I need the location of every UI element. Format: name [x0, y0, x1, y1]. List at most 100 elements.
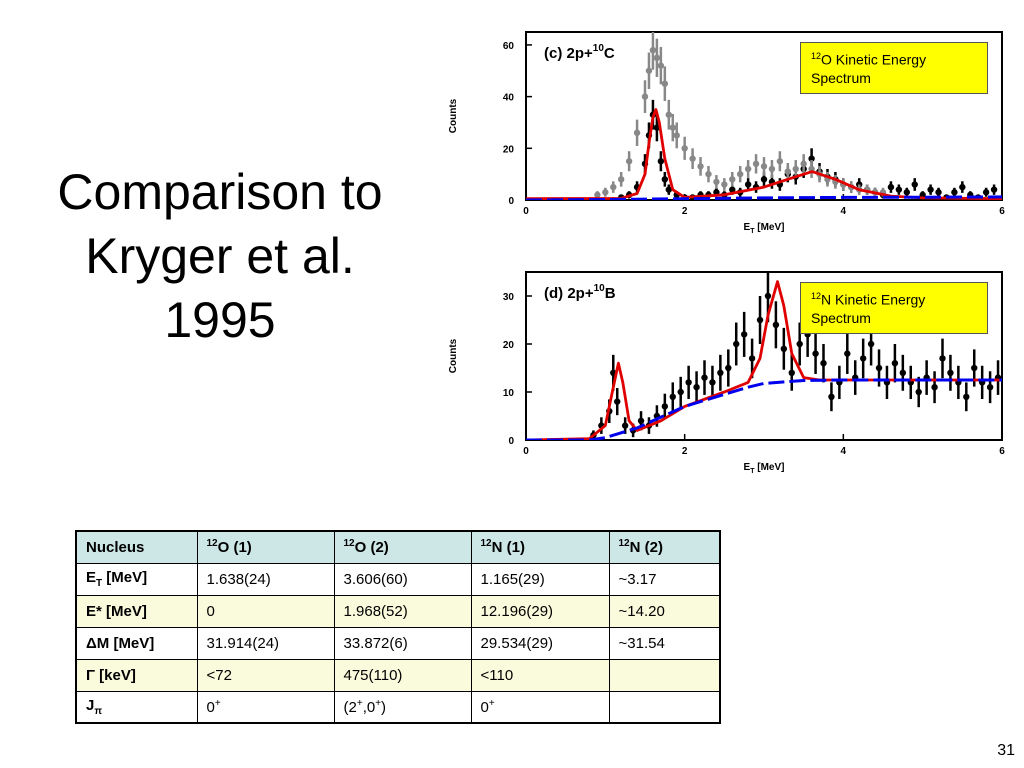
- data-point: [681, 145, 688, 152]
- table-cell: ~31.54: [608, 626, 721, 660]
- data-point: [760, 176, 768, 183]
- data-point: [661, 403, 669, 410]
- header-sup: 12: [480, 538, 492, 550]
- x-label-unit: [MeV]: [754, 222, 784, 233]
- title-line-1: Comparison to: [57, 164, 383, 220]
- data-point: [657, 62, 665, 69]
- header-text: N (2): [629, 539, 663, 557]
- table-cell: 0+: [196, 690, 335, 724]
- header-sup: 12: [343, 538, 355, 550]
- data-point: [610, 183, 617, 191]
- data-point: [625, 158, 633, 165]
- panel-label-text: (d) 2p+: [544, 285, 594, 302]
- cell-sup: +: [214, 697, 221, 709]
- row-label-text: J: [86, 696, 95, 714]
- x-label-sub: T: [750, 468, 755, 475]
- data-point: [661, 176, 669, 183]
- table-cell: 475(110): [333, 658, 472, 692]
- x-tick-label: 2: [682, 446, 688, 457]
- table-cell: [608, 690, 721, 724]
- data-point: [927, 186, 934, 193]
- data-point: [748, 355, 756, 362]
- header-o12-2: 12O (2): [333, 530, 472, 564]
- table-cell: 12.196(29): [470, 594, 610, 628]
- panel-label-sup: 10: [594, 283, 606, 294]
- data-point: [947, 369, 954, 376]
- plot-area: [526, 32, 1002, 200]
- table-cell: 31.914(24): [196, 626, 335, 660]
- header-text: O (2): [354, 539, 389, 557]
- title-line-3: 1995: [164, 292, 276, 348]
- data-point: [915, 388, 922, 396]
- data-point: [859, 355, 867, 362]
- data-point: [764, 292, 772, 300]
- plot-frame: [525, 31, 1003, 201]
- data-point: [990, 186, 998, 193]
- table-row: Jπ 0+ (2+,0+) 0+: [75, 690, 721, 724]
- table-cell: 33.872(6): [333, 626, 472, 660]
- cell-text: (2: [343, 698, 357, 716]
- data-point: [780, 345, 788, 352]
- data-point: [808, 155, 815, 162]
- data-point: [649, 46, 657, 54]
- data-point: [645, 67, 653, 74]
- data-point: [867, 340, 875, 348]
- table-cell: (2+,0+): [333, 690, 472, 724]
- data-point: [713, 178, 720, 186]
- plot-frame: [525, 271, 1003, 441]
- callout-c-sup: 12: [811, 51, 822, 61]
- table-cell: ~14.20: [608, 594, 721, 628]
- panel-label: (c) 2p+10C: [544, 43, 615, 62]
- cell-text: 0: [206, 698, 215, 716]
- header-sup: 12: [618, 538, 630, 550]
- panel-label: (d) 2p+10B: [544, 283, 616, 302]
- table-cell: 1.165(29): [470, 562, 610, 596]
- row-label-et: ET [MeV]: [75, 562, 198, 596]
- data-point: [657, 158, 665, 165]
- data-point: [935, 189, 942, 196]
- y-tick-label: 0: [508, 436, 514, 447]
- table-cell: 29.534(29): [470, 626, 610, 660]
- data-point: [673, 132, 680, 139]
- data-point: [788, 369, 795, 376]
- background-fit-line: [526, 378, 1002, 440]
- row-label-rest: [MeV]: [102, 569, 148, 586]
- cell-text: 0: [480, 698, 489, 716]
- data-point: [911, 181, 918, 188]
- background-fit-line: [526, 195, 1002, 200]
- y-tick-label: 10: [503, 388, 515, 399]
- data-point: [721, 181, 728, 188]
- data-point: [760, 163, 768, 170]
- data-point: [689, 155, 696, 162]
- data-point: [717, 369, 724, 376]
- data-point: [939, 355, 946, 362]
- header-text: O (1): [217, 539, 252, 557]
- row-label-width: Γ [keV]: [75, 658, 198, 692]
- row-label-mass-excess: ΔM [MeV]: [75, 626, 198, 660]
- header-sup: 12: [206, 538, 218, 550]
- table-cell: ~3.17: [608, 562, 721, 596]
- data-point: [701, 374, 708, 381]
- data-point: [697, 163, 704, 170]
- data-point: [594, 191, 601, 199]
- data-point: [621, 422, 629, 429]
- cell-tail: ,0+): [362, 697, 387, 716]
- callout-n12-spectrum: 12N Kinetic Energy Spectrum: [800, 282, 988, 334]
- table-cell: <110: [470, 658, 610, 692]
- x-tick-label: 0: [523, 206, 529, 217]
- panel-label-elem: C: [604, 45, 615, 62]
- header-text: N (1): [491, 539, 525, 557]
- data-point: [772, 321, 780, 328]
- row-label-sub: T: [96, 578, 103, 589]
- y-tick-label: 30: [503, 292, 515, 303]
- data-point: [828, 393, 835, 400]
- data-point: [729, 186, 736, 193]
- data-point: [903, 189, 910, 196]
- x-label-sub: T: [750, 228, 755, 235]
- data-point: [665, 111, 672, 118]
- data-point: [737, 170, 744, 178]
- table-cell: [608, 658, 721, 692]
- data-point: [899, 369, 907, 376]
- panel-label-elem: B: [605, 285, 616, 302]
